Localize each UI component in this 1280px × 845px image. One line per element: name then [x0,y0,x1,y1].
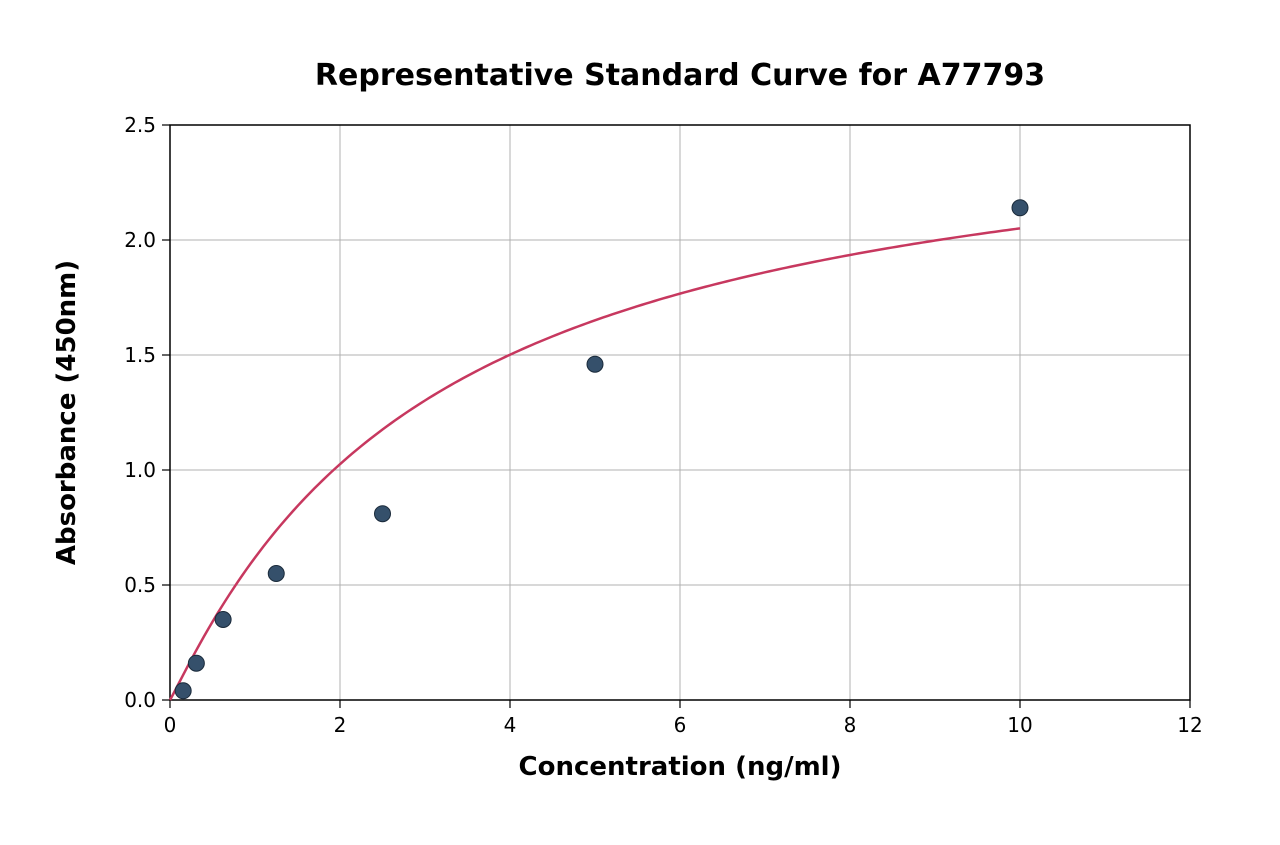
y-tick-label: 1.5 [124,343,156,367]
x-tick-label: 4 [504,713,517,737]
y-tick-label: 0.0 [124,688,156,712]
y-tick-label: 1.0 [124,458,156,482]
x-tick-label: 8 [844,713,857,737]
standard-curve-chart: 0 2 4 6 8 10 12 0.0 0.5 1.0 1.5 2.0 2.5 Representat… [0,0,1280,845]
data-point [375,506,391,522]
x-tick-label: 10 [1007,713,1032,737]
data-point [268,566,284,582]
x-tick-label: 0 [164,713,177,737]
y-tick-label: 0.5 [124,573,156,597]
data-point [587,356,603,372]
x-tick-label: 2 [334,713,347,737]
y-tick-label: 2.5 [124,113,156,137]
x-tick-label: 6 [674,713,687,737]
chart-container: 0 2 4 6 8 10 12 0.0 0.5 1.0 1.5 2.0 2.5 Representat… [0,0,1280,845]
y-tick-label: 2.0 [124,228,156,252]
data-point [215,612,231,628]
chart-background [0,0,1280,845]
data-point [1012,200,1028,216]
x-axis-label: Concentration (ng/ml) [519,752,842,782]
data-point [175,683,191,699]
chart-title: Representative Standard Curve for A77793 [315,58,1045,93]
data-point [188,655,204,671]
y-axis-label: Absorbance (450nm) [52,260,82,565]
x-tick-label: 12 [1177,713,1202,737]
